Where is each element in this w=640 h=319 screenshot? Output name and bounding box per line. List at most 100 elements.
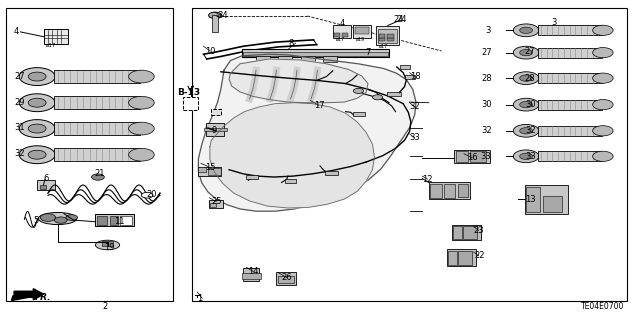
Bar bbox=[376, 26, 399, 45]
Circle shape bbox=[129, 148, 154, 161]
Text: 22: 22 bbox=[475, 251, 485, 260]
Bar bbox=[342, 33, 348, 37]
Bar bbox=[538, 73, 602, 83]
Text: 4: 4 bbox=[339, 19, 344, 28]
Bar bbox=[325, 171, 338, 175]
Circle shape bbox=[593, 48, 613, 58]
Bar bbox=[256, 56, 270, 62]
Circle shape bbox=[593, 151, 613, 161]
Circle shape bbox=[520, 49, 532, 56]
Bar bbox=[40, 185, 46, 189]
Bar bbox=[353, 112, 365, 116]
Text: 13: 13 bbox=[525, 195, 536, 204]
Bar bbox=[526, 187, 540, 212]
Circle shape bbox=[520, 101, 532, 108]
Text: ø17: ø17 bbox=[379, 43, 388, 48]
Bar bbox=[246, 175, 258, 179]
Text: 33: 33 bbox=[410, 133, 420, 142]
Bar bbox=[37, 180, 55, 190]
Bar bbox=[538, 25, 602, 35]
Circle shape bbox=[520, 153, 532, 160]
Text: ø17: ø17 bbox=[335, 36, 344, 41]
Circle shape bbox=[513, 72, 539, 85]
Bar bbox=[243, 52, 388, 56]
Circle shape bbox=[513, 24, 539, 37]
Bar bbox=[242, 273, 261, 279]
Text: 33: 33 bbox=[481, 152, 492, 161]
Polygon shape bbox=[12, 294, 29, 300]
Bar bbox=[278, 276, 294, 283]
Circle shape bbox=[353, 88, 364, 93]
Text: 4: 4 bbox=[14, 27, 19, 36]
Bar bbox=[204, 128, 227, 131]
Text: 11: 11 bbox=[114, 217, 124, 226]
Text: 33: 33 bbox=[525, 152, 536, 161]
Bar bbox=[243, 268, 259, 281]
Circle shape bbox=[129, 122, 154, 135]
Text: ø17: ø17 bbox=[46, 43, 56, 48]
Bar bbox=[278, 56, 292, 62]
Circle shape bbox=[40, 214, 56, 221]
Bar bbox=[301, 56, 315, 62]
Ellipse shape bbox=[38, 212, 77, 225]
Circle shape bbox=[513, 150, 539, 163]
Text: FR.: FR. bbox=[35, 293, 52, 302]
Bar bbox=[192, 8, 627, 301]
Circle shape bbox=[593, 126, 613, 136]
Text: 18: 18 bbox=[410, 72, 420, 81]
Bar bbox=[452, 225, 481, 240]
Circle shape bbox=[141, 192, 153, 198]
Text: 31: 31 bbox=[14, 123, 25, 132]
Bar bbox=[110, 216, 118, 225]
Circle shape bbox=[209, 12, 221, 19]
Text: 7: 7 bbox=[365, 48, 370, 57]
Text: 26: 26 bbox=[282, 273, 292, 282]
Bar bbox=[543, 196, 562, 212]
Bar bbox=[54, 122, 140, 135]
Bar bbox=[453, 226, 462, 239]
Bar bbox=[323, 56, 337, 62]
Text: 2: 2 bbox=[102, 302, 108, 311]
Text: 27: 27 bbox=[481, 48, 492, 57]
Text: 14: 14 bbox=[248, 267, 259, 276]
Text: 3: 3 bbox=[552, 18, 557, 27]
Text: 28: 28 bbox=[525, 74, 536, 83]
Circle shape bbox=[129, 96, 154, 109]
Text: 10: 10 bbox=[205, 47, 215, 56]
Bar bbox=[211, 109, 221, 115]
Circle shape bbox=[28, 72, 46, 81]
Bar bbox=[212, 15, 218, 32]
Text: 32: 32 bbox=[525, 126, 536, 135]
Text: 15: 15 bbox=[205, 163, 215, 172]
Bar bbox=[470, 151, 486, 162]
Bar bbox=[102, 241, 113, 246]
Bar bbox=[387, 92, 401, 96]
Bar bbox=[463, 226, 477, 239]
Circle shape bbox=[520, 75, 532, 81]
Circle shape bbox=[28, 124, 46, 133]
Text: 5: 5 bbox=[33, 216, 38, 225]
Bar bbox=[454, 150, 490, 163]
Circle shape bbox=[513, 98, 539, 111]
Text: TE04E0700: TE04E0700 bbox=[580, 302, 624, 311]
Circle shape bbox=[520, 27, 532, 33]
Circle shape bbox=[66, 215, 77, 220]
Text: 30: 30 bbox=[481, 100, 492, 109]
Bar bbox=[355, 27, 369, 34]
Bar bbox=[430, 184, 442, 198]
Circle shape bbox=[513, 46, 539, 59]
Text: 32: 32 bbox=[481, 126, 492, 135]
Bar bbox=[97, 216, 107, 225]
Text: 34: 34 bbox=[218, 11, 228, 20]
Text: 19: 19 bbox=[104, 243, 114, 252]
Circle shape bbox=[54, 217, 67, 223]
Bar bbox=[538, 100, 602, 110]
Bar bbox=[405, 75, 415, 79]
Bar bbox=[378, 29, 397, 43]
Text: 9: 9 bbox=[211, 126, 216, 135]
Polygon shape bbox=[210, 103, 374, 208]
Polygon shape bbox=[229, 59, 368, 103]
Bar bbox=[198, 167, 221, 176]
Bar bbox=[429, 182, 470, 199]
Bar bbox=[334, 33, 340, 37]
